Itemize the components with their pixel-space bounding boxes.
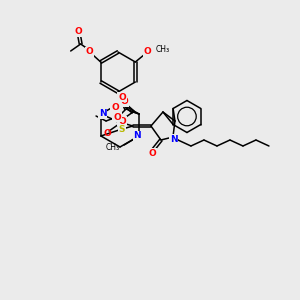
Text: O: O xyxy=(148,148,156,158)
Text: O: O xyxy=(86,47,94,56)
Text: S: S xyxy=(119,124,125,134)
Text: O: O xyxy=(111,103,119,112)
Text: O: O xyxy=(103,128,111,137)
Text: O: O xyxy=(113,112,121,122)
Text: N: N xyxy=(133,131,141,140)
Text: O: O xyxy=(118,92,126,101)
Text: O: O xyxy=(143,47,151,56)
Text: N: N xyxy=(99,110,107,118)
Text: O: O xyxy=(120,98,128,106)
Text: CH₃: CH₃ xyxy=(106,142,120,152)
Text: O: O xyxy=(118,116,126,125)
Text: N: N xyxy=(170,134,178,143)
Text: O: O xyxy=(75,28,83,37)
Text: CH₃: CH₃ xyxy=(155,46,170,55)
